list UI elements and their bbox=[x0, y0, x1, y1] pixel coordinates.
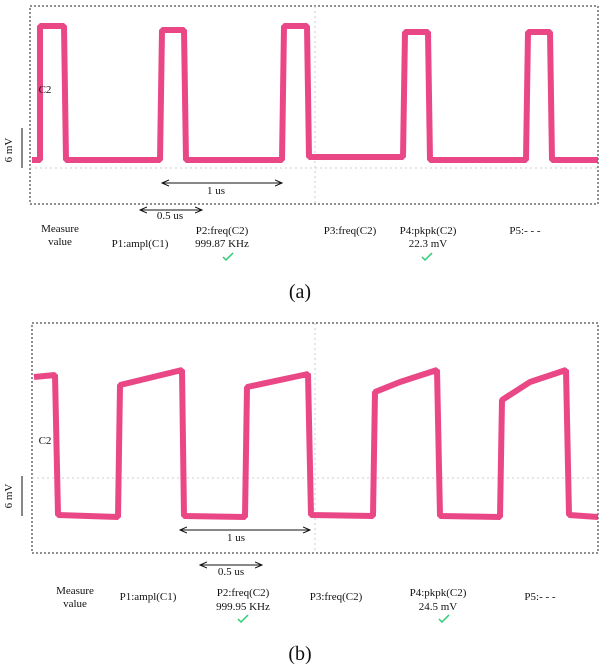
span-label: 1 us bbox=[227, 532, 245, 544]
scale-label: 6 mV bbox=[3, 138, 15, 163]
figure: C2 6 mV 1 us 0.5 us Measure value P1:amp… bbox=[0, 0, 600, 668]
channel-label: C2 bbox=[39, 84, 52, 96]
param: P5:- - - bbox=[524, 591, 556, 603]
param-value: 22.3 mV bbox=[409, 238, 448, 250]
caption: (a) bbox=[289, 281, 311, 303]
measure-label: value bbox=[48, 236, 72, 248]
check bbox=[223, 253, 233, 260]
param: P2:freq(C2) bbox=[196, 225, 249, 237]
param: P1:ampl(C1) bbox=[112, 238, 169, 250]
check bbox=[422, 253, 432, 260]
check bbox=[439, 615, 449, 622]
param-value: 999.87 KHz bbox=[195, 238, 249, 250]
channel-label: C2 bbox=[39, 435, 52, 447]
param: P1:ampl(C1) bbox=[120, 591, 177, 603]
param: P3:freq(C2) bbox=[324, 225, 377, 237]
param: P3:freq(C2) bbox=[310, 591, 363, 603]
span-label: 0.5 us bbox=[218, 566, 244, 578]
measure-label: Measure bbox=[56, 585, 94, 597]
scope-frame bbox=[30, 6, 598, 204]
param: P4:pkpk(C2) bbox=[400, 225, 457, 237]
waveform bbox=[34, 370, 598, 517]
check bbox=[238, 615, 248, 622]
scale-label: 6 mV bbox=[3, 484, 15, 509]
measure-label: Measure bbox=[41, 223, 79, 235]
measure-label: value bbox=[63, 598, 87, 610]
param-value: 999.95 KHz bbox=[216, 601, 270, 613]
param: P4:pkpk(C2) bbox=[410, 587, 467, 599]
param: P5:- - - bbox=[509, 225, 541, 237]
param: P2:freq(C2) bbox=[217, 587, 270, 599]
span-label: 1 us bbox=[207, 185, 225, 197]
caption: (b) bbox=[288, 643, 311, 665]
param-value: 24.5 mV bbox=[419, 601, 458, 613]
span-label: 0.5 us bbox=[157, 210, 183, 222]
